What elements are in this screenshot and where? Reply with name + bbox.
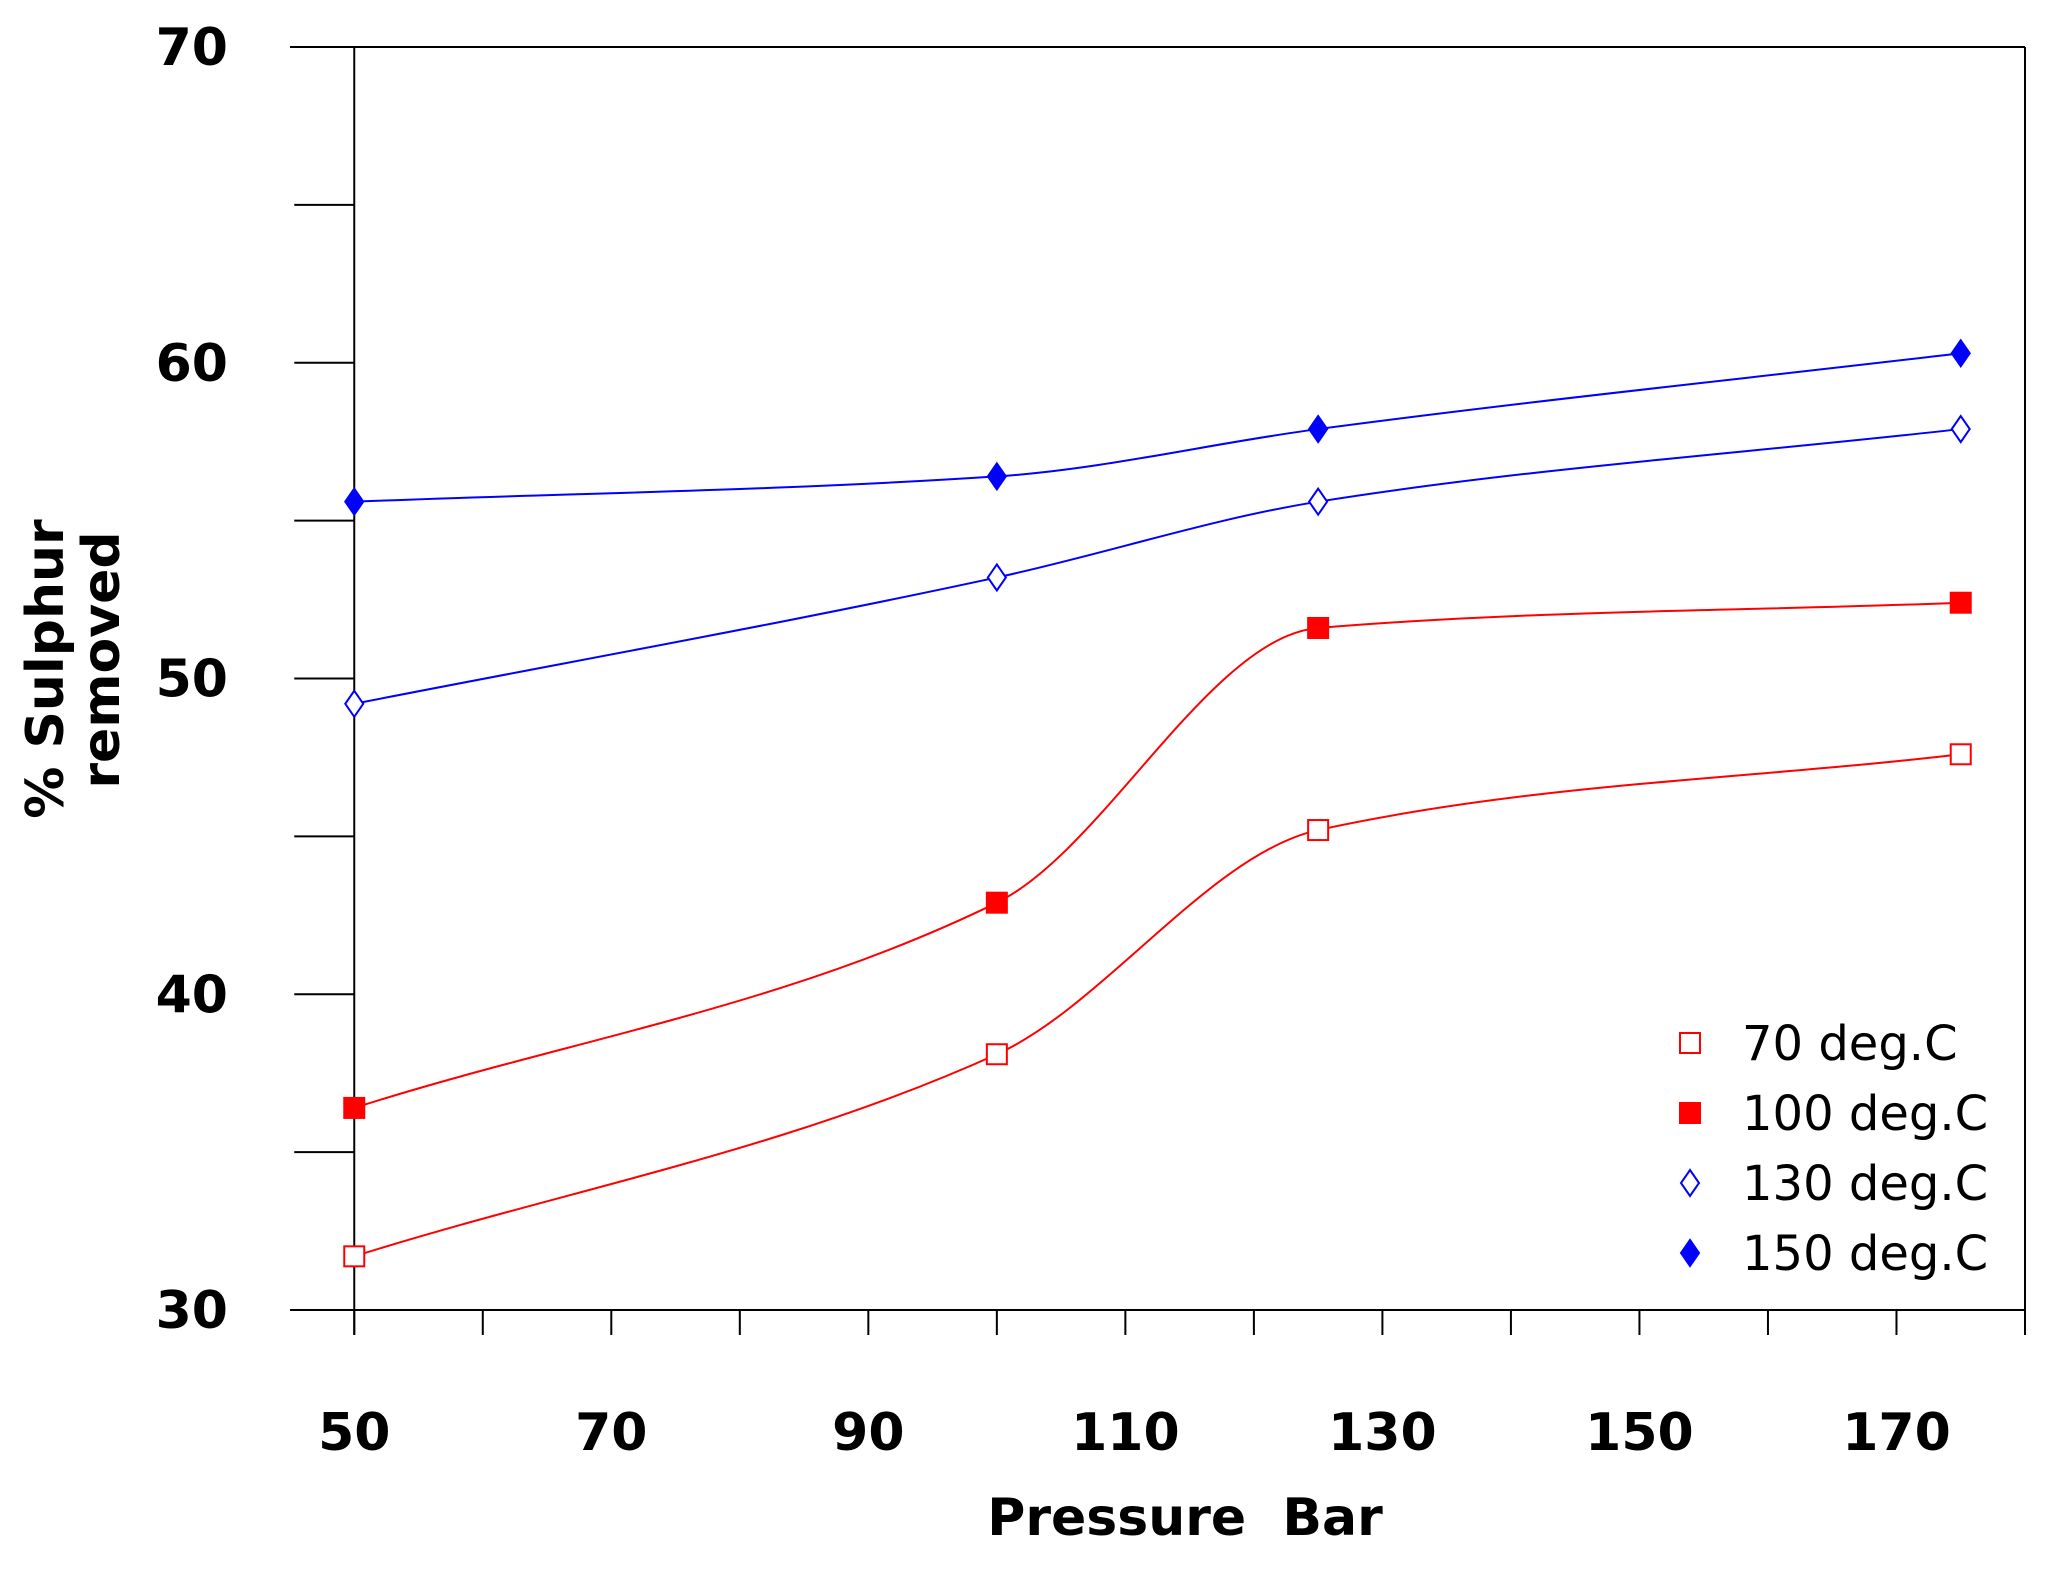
legend-marker	[1679, 1238, 1701, 1268]
data-point	[344, 689, 365, 719]
data-point	[1307, 486, 1329, 517]
legend-label: 130 deg.C	[1742, 1156, 1988, 1212]
data-point	[985, 1043, 1008, 1066]
series-1	[343, 591, 1972, 1119]
data-point	[1307, 819, 1330, 842]
series-3	[344, 338, 1971, 517]
x-tick-label: 90	[832, 1403, 904, 1463]
legend-label: 70 deg.C	[1742, 1016, 1958, 1072]
legend-label: 100 deg.C	[1742, 1086, 1988, 1142]
data-point	[985, 891, 1008, 914]
data-point	[344, 486, 365, 517]
data-point	[986, 562, 1008, 593]
legend-item: 100 deg.C	[1679, 1086, 1988, 1142]
y-tick-label: 40	[156, 965, 228, 1025]
x-tick-label: 70	[575, 1403, 647, 1463]
chart-ticks: 30 40 50 60 70 50 70 90 110 130 150 170	[156, 18, 2026, 1463]
y-tick-label: 30	[156, 1281, 228, 1341]
data-point	[343, 1096, 366, 1119]
x-tick-label: 170	[1842, 1403, 1951, 1463]
legend-marker	[1679, 1032, 1701, 1054]
y-axis-title: % Sulphur removed	[16, 501, 132, 819]
legend-label: 150 deg.C	[1742, 1226, 1988, 1282]
chart-legend: 70 deg.C 100 deg.C 130 deg.C 150 deg.C	[1679, 1016, 1988, 1282]
x-tick-label: 130	[1328, 1403, 1437, 1463]
data-point	[1950, 414, 1971, 444]
x-tick-label: 150	[1585, 1403, 1694, 1463]
y-axis-title-line-1: % Sulphur	[16, 519, 76, 819]
series-line	[353, 601, 1961, 1109]
series-line	[354, 428, 1961, 705]
legend-item: 130 deg.C	[1679, 1156, 1988, 1212]
data-point	[1949, 591, 1972, 614]
y-tick-label: 70	[156, 18, 228, 78]
legend-marker	[1679, 1168, 1701, 1198]
data-point	[1307, 616, 1330, 639]
y-axis-title-line-2: removed	[72, 531, 132, 788]
series-line	[353, 753, 1961, 1258]
x-tick-label: 110	[1071, 1403, 1180, 1463]
series-line	[354, 352, 1961, 503]
y-tick-label: 60	[156, 334, 228, 394]
series-2	[344, 414, 1971, 719]
y-tick-label: 50	[156, 650, 228, 710]
chart-axes	[290, 46, 2026, 1335]
legend-item: 70 deg.C	[1679, 1016, 1958, 1072]
legend-marker	[1679, 1102, 1701, 1124]
chart-series	[343, 338, 1972, 1268]
series-0	[343, 743, 1972, 1268]
data-point	[1307, 414, 1329, 444]
data-point	[343, 1245, 366, 1268]
legend-item: 150 deg.C	[1679, 1226, 1988, 1282]
data-point	[1950, 338, 1971, 369]
data-point	[1949, 743, 1972, 766]
x-axis-title: Pressure Bar	[987, 1488, 1383, 1548]
data-point	[986, 461, 1008, 492]
x-tick-label: 50	[318, 1403, 390, 1463]
